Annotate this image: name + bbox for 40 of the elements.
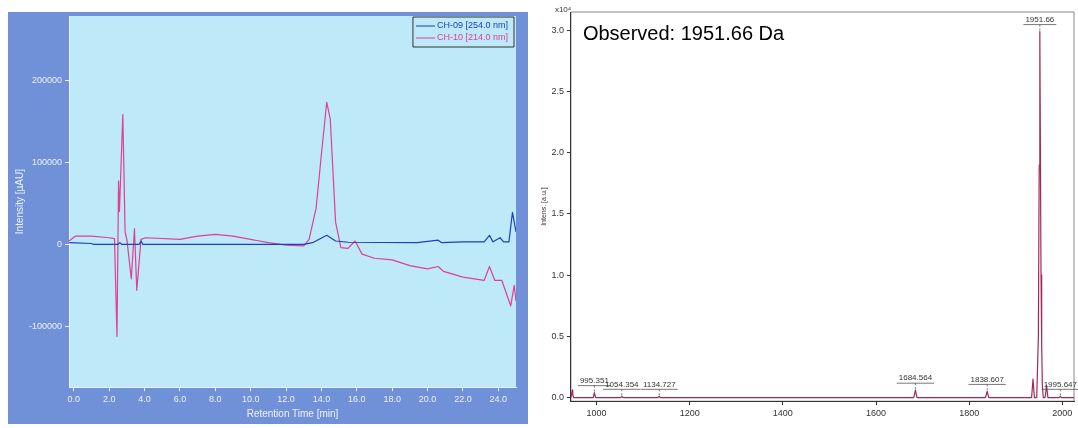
- annotation: 1995.647: [1043, 379, 1078, 389]
- y-tick-label: 0: [57, 238, 63, 249]
- x-tick-label: 2000: [1052, 408, 1073, 419]
- x-tick-label: 16.0: [348, 394, 366, 405]
- x-tick-label: 18.0: [383, 394, 401, 405]
- x-tick-label: 24.0: [489, 394, 508, 405]
- y-axis-title: Intensity [µAU]: [13, 168, 25, 235]
- x-tick-label: 1400: [772, 408, 793, 419]
- y-tick-label: 3.0: [551, 24, 564, 35]
- x-axis-title: Retention Time [min]: [246, 407, 339, 419]
- annotation: 1684.564: [898, 373, 933, 383]
- annotation: x10⁴: [554, 5, 572, 15]
- y-tick-label: 2.5: [551, 86, 564, 97]
- x-tick-label: 8.0: [209, 394, 222, 405]
- y-tick-label: 0.5: [551, 330, 564, 341]
- annotation: Observed: 1951.66 Da: [582, 21, 786, 44]
- x-tick-label: 10.0: [241, 394, 260, 405]
- x-tick-label: 22.0: [454, 394, 472, 405]
- annotation: 1951.66: [1025, 14, 1055, 24]
- x-tick-label: 1200: [679, 408, 700, 419]
- legend-label: CH-09 [254.0 nm]: [436, 20, 509, 31]
- annotation: 1134.727: [642, 379, 677, 389]
- y-tick-label: 1.0: [551, 269, 564, 280]
- x-tick-label: 12.0: [277, 394, 295, 405]
- x-tick-label: 20.0: [418, 394, 437, 405]
- legend-label: CH-10 [214.0 nm]: [436, 32, 509, 43]
- y-tick-label: 2.0: [551, 147, 564, 158]
- x-tick-label: 2.0: [102, 394, 116, 405]
- x-tick-label: 4.0: [138, 394, 151, 405]
- x-tick-label: 6.0: [173, 394, 187, 405]
- y-tick-label: 200000: [31, 74, 63, 85]
- x-tick-label: 1600: [866, 408, 887, 419]
- x-tick-label: 1000: [586, 408, 607, 419]
- annotation: 1838.607: [970, 374, 1005, 384]
- y-tick-label: 1.5: [551, 208, 564, 219]
- y-tick-label: -100000: [29, 320, 63, 331]
- x-tick-label: 0.0: [67, 394, 81, 405]
- x-tick-label: 14.0: [312, 394, 331, 405]
- y-tick-label: 100000: [31, 156, 63, 167]
- x-tick-label: 1800: [959, 408, 980, 419]
